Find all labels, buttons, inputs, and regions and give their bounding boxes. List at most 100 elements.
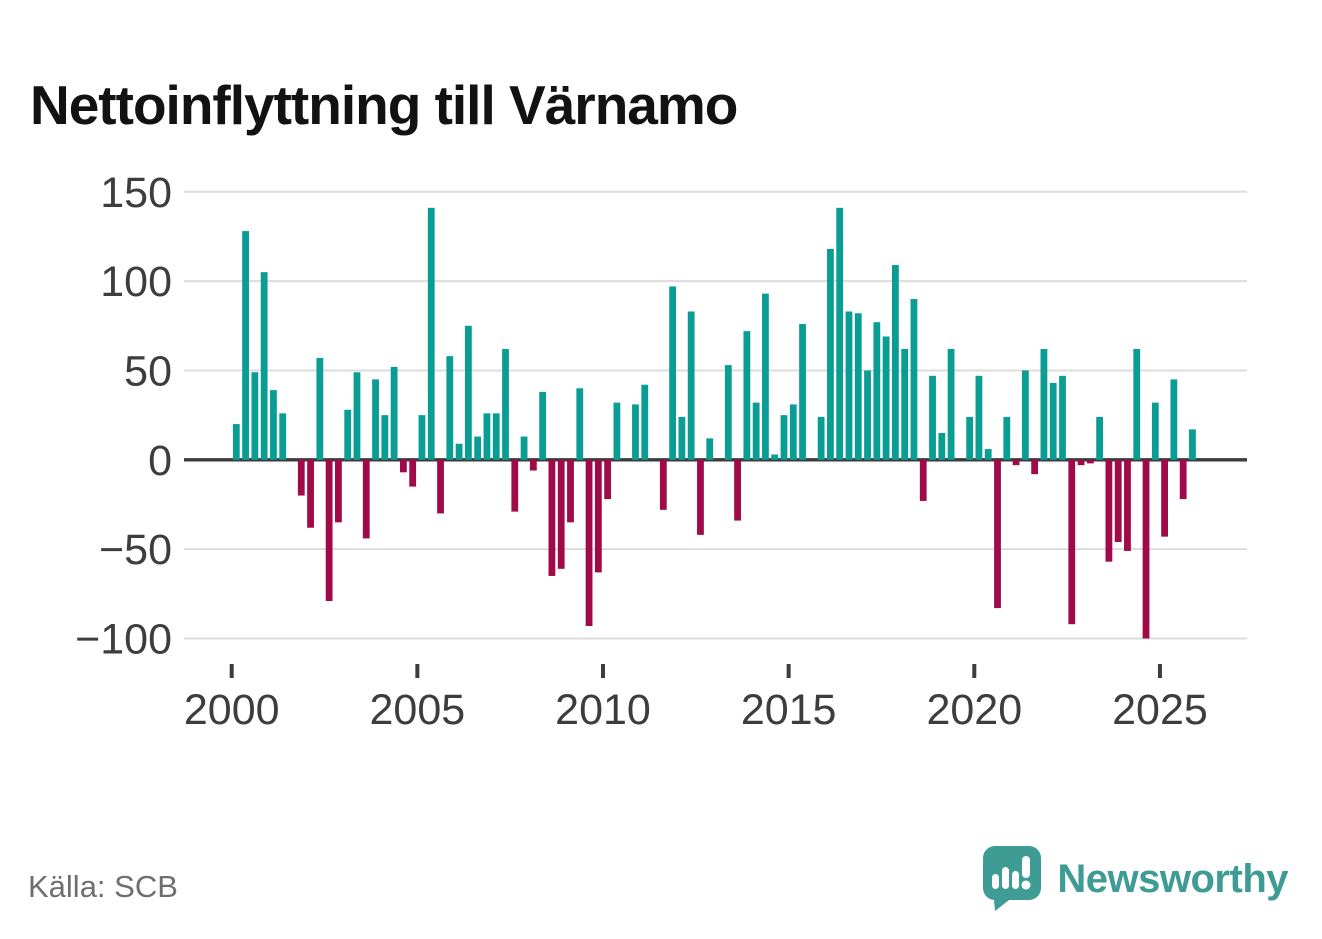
quarter-bar (594, 459, 602, 573)
quarter-bar (390, 366, 398, 460)
quarter-bar (1114, 459, 1122, 542)
gridlines (184, 190, 1247, 640)
quarter-bar (437, 459, 444, 514)
quarter-bar (827, 248, 834, 460)
x-tick-label: 2000 (184, 686, 280, 734)
quarter-bar (492, 413, 500, 460)
page-title: Nettoinflyttning till Värnamo (30, 73, 738, 136)
quarter-bar (1096, 416, 1104, 460)
quarter-bar (372, 379, 379, 460)
x-tick-label: 2025 (1112, 686, 1208, 734)
quarter-bar (854, 313, 862, 460)
quarter-bar (687, 311, 695, 460)
x-axis: 2000 2005 2010 2015 2020 2025 (184, 664, 1208, 734)
quarter-bar (576, 388, 584, 460)
y-tick-label: −50 (99, 526, 172, 574)
quarter-bar (362, 459, 370, 539)
quarter-bar (409, 459, 417, 487)
quarter-bar (743, 331, 751, 460)
quarter-bar (1077, 459, 1085, 466)
quarter-bar (511, 459, 519, 512)
quarter-bar (604, 459, 612, 500)
quarter-bar (1012, 459, 1020, 466)
quarter-bar (1161, 459, 1168, 537)
quarter-bar (669, 286, 676, 460)
quarter-bar (882, 336, 890, 460)
quarter-bar (279, 413, 287, 460)
quarter-bar (706, 438, 714, 460)
y-axis-labels: 150 100 50 0 −50 −100 (75, 169, 172, 664)
quarter-bar (1133, 349, 1141, 460)
quarter-bar (251, 372, 259, 460)
quarter-bar (297, 459, 305, 496)
quarter-bar (1124, 459, 1131, 551)
quarter-bar (1021, 370, 1029, 460)
quarter-bar (901, 349, 909, 460)
quarter-bar (994, 459, 1001, 609)
quarter-bar (975, 375, 983, 460)
quarter-bar (539, 391, 547, 460)
quarter-bar (344, 409, 352, 460)
quarter-bar (1170, 379, 1178, 460)
quarter-bar (762, 293, 769, 460)
quarter-bar (260, 272, 268, 460)
quarter-bar (613, 402, 621, 460)
quarter-bar (1151, 402, 1159, 460)
y-tick-label: −100 (75, 616, 172, 664)
quarter-bar (464, 325, 472, 460)
bar-series (232, 207, 1196, 639)
quarter-bar (1105, 459, 1113, 562)
speech-bubble-bar-chart-icon (983, 846, 1042, 911)
quarter-bar (502, 349, 509, 460)
quarter-bar (520, 436, 528, 460)
quarter-bar (1179, 459, 1187, 500)
quarter-bar (427, 207, 435, 460)
quarter-bar (1049, 382, 1057, 460)
quarter-bar (891, 265, 899, 460)
quarter-bar (1086, 459, 1094, 464)
quarter-bar (232, 424, 240, 460)
quarter-bar (659, 459, 667, 510)
quarter-bar (557, 459, 565, 569)
quarter-bar (474, 436, 482, 460)
newsworthy-brand: Newsworthy (983, 846, 1288, 912)
quarter-bar (817, 416, 825, 460)
brand-name: Newsworthy (1057, 856, 1288, 901)
quarter-bar (910, 298, 918, 460)
quarter-bar (632, 404, 639, 460)
quarter-bar (418, 415, 426, 460)
x-tick-label: 2005 (370, 686, 466, 734)
quarter-bar (1003, 416, 1011, 460)
quarter-bar (873, 322, 881, 460)
quarter-bar (929, 375, 936, 460)
quarter-bar (399, 459, 407, 473)
quarter-bar (353, 372, 361, 460)
quarter-bar (1031, 459, 1039, 475)
quarter-bar (1142, 459, 1150, 639)
quarter-bar (1068, 459, 1076, 625)
quarter-bar (548, 459, 556, 576)
quarter-bar (316, 357, 324, 460)
source-note: Källa: SCB (28, 869, 178, 904)
quarter-bar (771, 454, 779, 460)
quarter-bar (678, 416, 686, 460)
quarter-bar (919, 459, 927, 501)
quarter-bar (724, 365, 732, 460)
y-tick-label: 50 (124, 347, 172, 395)
quarter-bar (734, 459, 741, 521)
quarter-bar (483, 413, 491, 460)
quarter-bar (864, 370, 871, 460)
quarter-bar (938, 433, 946, 460)
quarter-bar (567, 459, 574, 523)
quarter-bar (641, 384, 649, 460)
quarter-bar (799, 323, 806, 460)
quarter-bar (836, 207, 844, 460)
x-tick-label: 2010 (555, 686, 651, 734)
quarter-bar (947, 349, 955, 460)
quarter-bar (335, 459, 342, 523)
y-tick-label: 100 (100, 258, 172, 306)
quarter-bar (325, 459, 333, 601)
quarter-bar (1040, 349, 1048, 460)
quarter-bar (455, 443, 463, 460)
